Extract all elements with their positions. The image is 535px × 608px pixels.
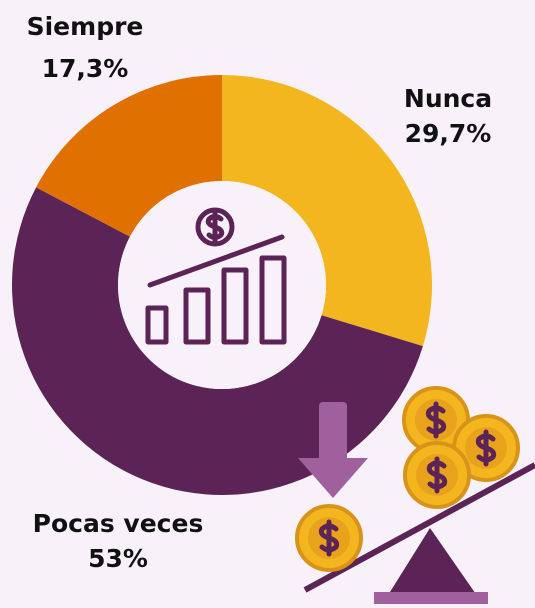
value-label: 29,7% (405, 119, 492, 148)
center-icon (145, 207, 287, 345)
slice-label: Pocas veces (33, 509, 204, 538)
donut-slice (36, 75, 222, 237)
donut-slice (222, 75, 433, 347)
slice-label: Nunca (404, 84, 492, 113)
value-label: 17,3% (42, 54, 129, 83)
slice-label: Siempre (27, 12, 144, 41)
value-label: 53% (88, 544, 148, 573)
arrow-icon (298, 402, 368, 498)
scale-icon (303, 462, 535, 604)
coins-icon (295, 386, 520, 572)
